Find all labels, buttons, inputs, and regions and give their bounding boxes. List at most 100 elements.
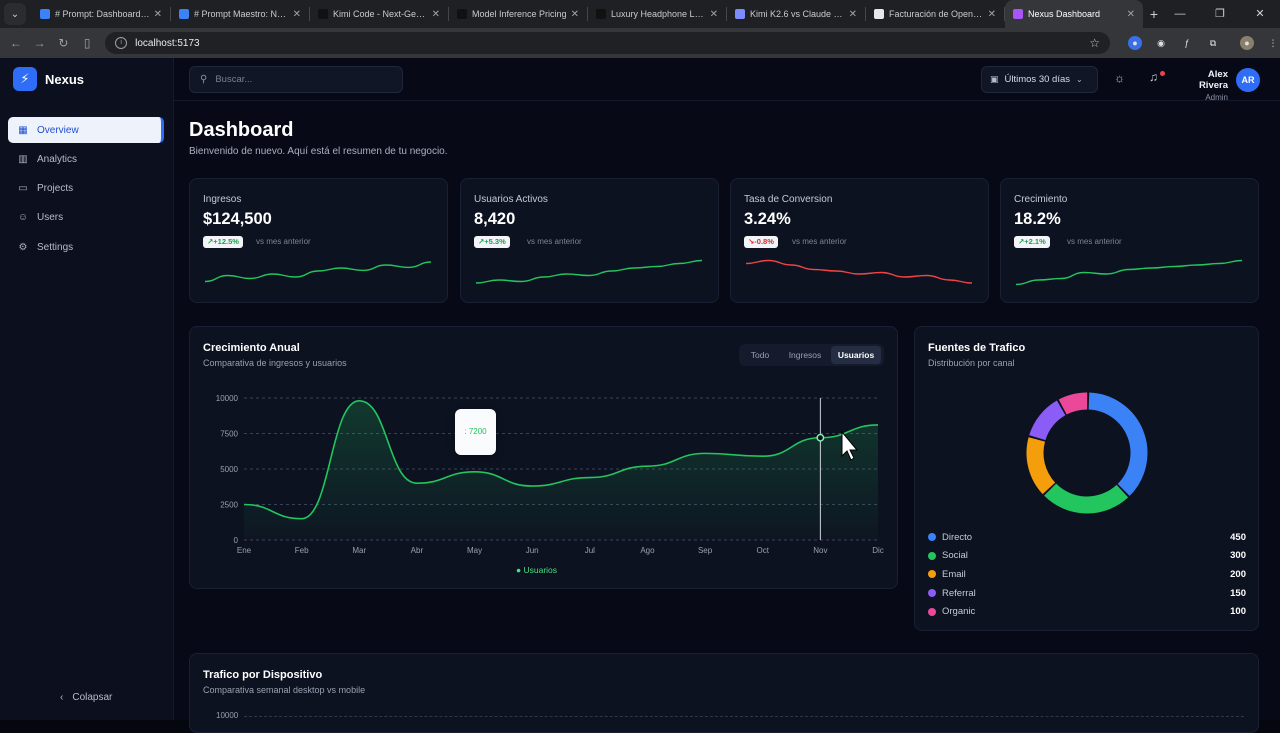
donut-slice-directo[interactable]	[1088, 392, 1148, 496]
sidebar-item-label: Users	[37, 212, 64, 224]
tab-favicon-icon	[735, 9, 745, 19]
legend-dot	[928, 533, 936, 541]
tab-close-icon[interactable]: ✕	[848, 8, 857, 20]
traffic-legend-item[interactable]: Directo 450	[928, 530, 1246, 544]
tab-separator	[587, 7, 588, 21]
chevron-down-icon: ⌄	[1076, 75, 1083, 84]
sidebar-item-overview[interactable]: ▦ Overview	[8, 117, 164, 143]
sidebar-item-settings[interactable]: ⚙ Settings	[8, 234, 164, 260]
profile-icon[interactable]: ●	[1240, 36, 1254, 50]
brand[interactable]: ⚡ Nexus	[13, 67, 84, 91]
reload-icon[interactable]: ↻	[58, 36, 69, 50]
browser-tab[interactable]: Model Inference Pricing ✕	[449, 0, 587, 28]
traffic-legend-item[interactable]: Organic 100	[928, 605, 1246, 619]
tab-close-icon[interactable]: ✕	[153, 8, 162, 20]
sidebar-item-projects[interactable]: ▭ Projects	[8, 176, 164, 202]
browser-menu-icon[interactable]: ⋮	[1268, 38, 1278, 48]
x-tick-label: Ene	[237, 546, 252, 555]
maximize-icon[interactable]: ❐	[1215, 8, 1225, 20]
search-input[interactable]	[215, 74, 386, 85]
extension-blue-icon[interactable]: ●	[1128, 36, 1142, 50]
traffic-legend-item[interactable]: Email 200	[928, 567, 1246, 581]
browser-tab[interactable]: # Prompt Maestro: Nexus ✕	[171, 0, 309, 28]
kpi-label: Usuarios Activos	[474, 194, 548, 205]
sidebar-item-users[interactable]: ☺ Users	[8, 205, 164, 231]
kpi-sparkline	[1015, 259, 1243, 286]
user-info[interactable]: Alex Rivera Admin	[1178, 69, 1228, 102]
toggle-todo[interactable]: Todo	[750, 350, 770, 360]
back-icon[interactable]: ←	[9, 36, 22, 50]
growth-chart-title: Crecimiento Anual	[203, 342, 300, 354]
donut-slice-organic[interactable]	[1058, 392, 1088, 415]
site-info-icon[interactable]: i	[115, 37, 128, 49]
kpi-label: Tasa de Conversion	[744, 194, 833, 205]
tab-favicon-icon	[318, 9, 328, 19]
avatar[interactable]: AR	[1236, 68, 1260, 92]
tab-close-icon[interactable]: ✕	[1126, 8, 1135, 20]
split-view-icon[interactable]: ▯	[83, 36, 91, 50]
donut-slice-email[interactable]	[1026, 437, 1056, 495]
tab-close-icon[interactable]: ✕	[570, 8, 579, 20]
close-window-icon[interactable]: ✕	[1255, 8, 1265, 20]
chart-legend-usuarios[interactable]: ● Usuarios	[516, 565, 558, 575]
date-range-select[interactable]: ▣ Últimos 30 días ⌄	[981, 66, 1098, 93]
sidebar-item-label: Analytics	[37, 153, 78, 165]
toggle-usuarios[interactable]: Usuarios	[831, 346, 881, 364]
kpi-value: $124,500	[203, 210, 272, 228]
sun-icon[interactable]: ☼	[1114, 71, 1125, 85]
traffic-legend-item[interactable]: Referral 150	[928, 586, 1246, 600]
browser-tab[interactable]: Kimi K2.6 vs Claude Opus ✕	[727, 0, 865, 28]
bell-icon[interactable]: ♫	[1149, 70, 1158, 84]
y-tick-label: 10000	[216, 394, 239, 403]
traffic-legend-item[interactable]: Social 300	[928, 549, 1246, 563]
browser-tab[interactable]: Facturación de OpenRou ✕	[866, 0, 1004, 28]
tab-search-icon[interactable]: ⌄	[4, 3, 26, 25]
kpi-value: 8,420	[474, 210, 516, 228]
y-tick-label: 2500	[220, 501, 238, 510]
date-range-label: Últimos 30 días	[1004, 74, 1070, 85]
address-bar[interactable]: i localhost:5173 ☆	[105, 32, 1110, 54]
lightning-icon: ⚡	[13, 67, 37, 91]
donut-slice-social[interactable]	[1044, 483, 1129, 514]
search-icon: ⚲	[200, 74, 208, 85]
legend-value: 200	[1230, 568, 1246, 580]
chart-tooltip: : 7200	[455, 409, 496, 455]
forward-icon[interactable]: →	[33, 36, 46, 50]
legend-label: Social	[942, 550, 968, 562]
extensions-puzzle-icon[interactable]: ⧉	[1209, 38, 1217, 48]
traffic-sources-card: Fuentes de Trafico Distribución por cana…	[914, 326, 1259, 631]
browser-tab[interactable]: Luxury Headphone Landi ✕	[588, 0, 726, 28]
y-tick-label: 0	[234, 536, 239, 545]
tab-close-icon[interactable]: ✕	[987, 8, 996, 20]
kpi-sparkline	[204, 261, 432, 283]
legend-dot	[928, 570, 936, 579]
toggle-ingresos[interactable]: Ingresos	[788, 350, 822, 360]
browser-tab[interactable]: # Prompt: Dashboard de ✕	[32, 0, 170, 28]
new-tab-button[interactable]: +	[1149, 6, 1159, 22]
kpi-compare-text: vs mes anterior	[792, 237, 847, 246]
tab-close-icon[interactable]: ✕	[431, 8, 440, 20]
tab-title: Luxury Headphone Landi	[611, 9, 706, 19]
tab-title: # Prompt: Dashboard de	[55, 9, 150, 19]
notification-dot	[1160, 71, 1165, 76]
tab-favicon-icon	[40, 9, 50, 19]
tab-close-icon[interactable]: ✕	[709, 8, 718, 20]
hover-point[interactable]	[816, 433, 825, 442]
collapse-button[interactable]: ‹ Colapsar	[60, 692, 112, 703]
donut-slice-referral[interactable]	[1029, 400, 1066, 441]
browser-tab-strip: ⌄ # Prompt: Dashboard de ✕ # Prompt Maestr…	[0, 0, 1280, 28]
legend-value: 300	[1230, 550, 1246, 562]
minimize-icon[interactable]: —	[1174, 8, 1186, 20]
extension-script-icon[interactable]: ƒ	[1184, 38, 1190, 48]
extensions-area: ● ◉ ƒ ⧉ ● ⋮	[1128, 36, 1280, 50]
extension-camera-icon[interactable]: ◉	[1157, 38, 1165, 48]
tab-favicon-icon	[1013, 9, 1023, 19]
window-controls: — ❐ ✕	[1160, 0, 1280, 28]
sidebar-item-analytics[interactable]: ▥ Analytics	[8, 146, 164, 172]
legend-value: 450	[1230, 531, 1246, 543]
tab-close-icon[interactable]: ✕	[292, 8, 301, 20]
browser-tab[interactable]: Nexus Dashboard ✕	[1005, 0, 1143, 28]
browser-tab[interactable]: Kimi Code - Next-Gen AI ✕	[310, 0, 448, 28]
bookmark-star-icon[interactable]: ☆	[1089, 36, 1100, 50]
device-title: Trafico por Dispositivo	[203, 669, 323, 681]
